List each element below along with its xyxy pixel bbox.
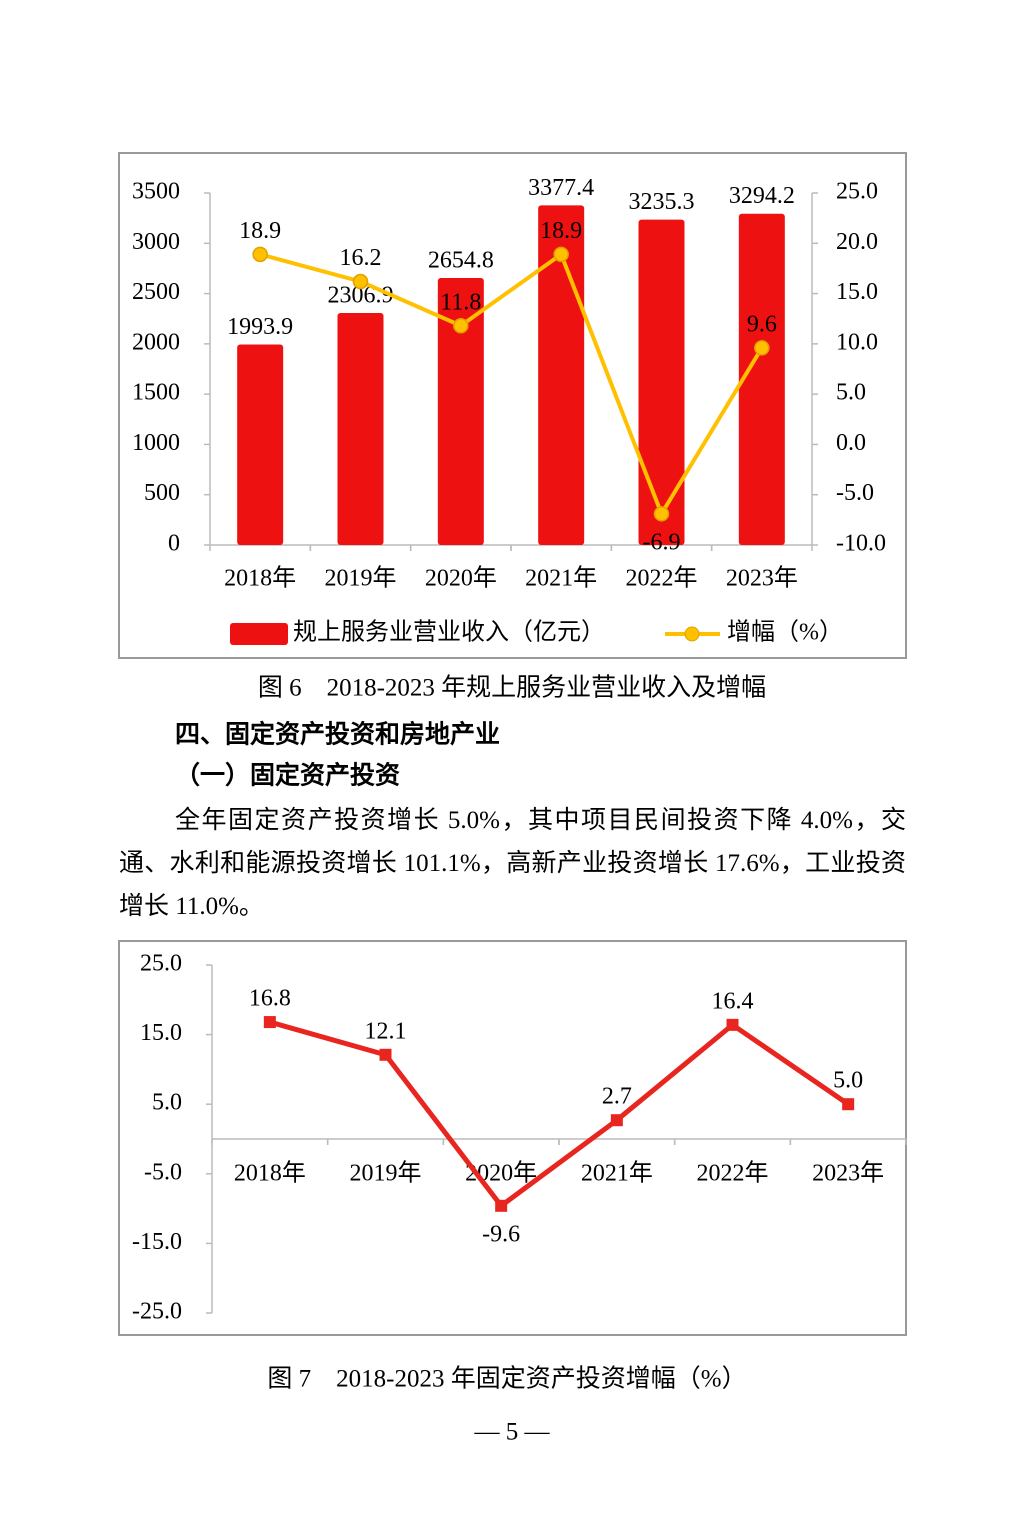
- data-label: 16.4: [712, 988, 754, 1014]
- point: [263, 1016, 276, 1029]
- y2-tick-label: 5.0: [836, 380, 866, 406]
- bar: [337, 312, 384, 545]
- chart-caption: 图 6 2018-2023 年规上服务业营业收入及增幅: [258, 674, 766, 702]
- y-tick-label: 0: [168, 531, 180, 557]
- bar: [237, 344, 284, 545]
- x-tick-label: 2018年: [224, 565, 296, 592]
- x-tick-label: 2021年: [581, 1160, 653, 1187]
- y-tick-label: 2500: [132, 279, 180, 305]
- y-tick-label: -25.0: [132, 1299, 182, 1325]
- x-tick-label: 2019年: [325, 565, 397, 592]
- point: [653, 506, 670, 522]
- data-label: 11.8: [440, 289, 481, 315]
- y-tick-label: 3000: [132, 229, 180, 255]
- chart-frame: [118, 152, 907, 659]
- bar: [738, 213, 785, 545]
- y-tick-label: 3500: [132, 179, 180, 205]
- data-label: -6.9: [643, 529, 681, 555]
- y2-tick-label: 20.0: [836, 229, 878, 255]
- point: [726, 1018, 739, 1031]
- chart-caption: 图 7 2018-2023 年固定资产投资增幅（%）: [267, 1365, 746, 1393]
- y-tick-label: 1500: [132, 380, 180, 406]
- x-tick-label: 2021年: [525, 565, 597, 592]
- data-label: 1993.9: [227, 314, 293, 340]
- point: [453, 318, 469, 334]
- line: [259, 251, 764, 519]
- point: [352, 273, 369, 290]
- section-heading: 四、固定资产投资和房地产业: [175, 720, 500, 749]
- point: [553, 246, 569, 263]
- data-label: 2654.8: [428, 248, 494, 274]
- y-tick-label: 5.0: [152, 1090, 182, 1116]
- x-tick-label: 2022年: [626, 565, 698, 592]
- paragraph: 全年固定资产投资增长 5.0%，其中项目民间投资下降 4.0%，交通、水利和能源…: [119, 807, 906, 920]
- data-label: 2.7: [602, 1084, 632, 1110]
- chart-frame: [118, 940, 907, 1336]
- data-label: 16.2: [340, 245, 382, 271]
- x-tick-label: 2023年: [812, 1160, 884, 1187]
- page-number: — 5 —: [474, 1419, 551, 1446]
- point: [379, 1048, 392, 1061]
- point: [610, 1114, 623, 1127]
- data-label: 3235.3: [629, 189, 695, 215]
- data-label: 18.9: [540, 218, 582, 244]
- y-tick-label: 25.0: [140, 951, 182, 977]
- data-label: 16.8: [249, 986, 291, 1012]
- legend-swatch: [230, 623, 288, 645]
- y2-tick-label: 0.0: [836, 430, 866, 456]
- data-label: 12.1: [365, 1018, 407, 1044]
- y2-tick-label: -5.0: [836, 480, 874, 506]
- y-tick-label: -15.0: [132, 1229, 182, 1255]
- y2-tick-label: 10.0: [836, 329, 878, 355]
- bar: [638, 219, 685, 545]
- y2-tick-label: -10.0: [836, 531, 886, 557]
- data-label: 5.0: [833, 1068, 863, 1094]
- bar: [437, 278, 484, 545]
- legend-label: 规上服务业营业收入（亿元）: [293, 619, 605, 646]
- data-label: 9.6: [747, 311, 777, 337]
- bar: [538, 205, 585, 545]
- data-label: 3377.4: [528, 175, 594, 201]
- line: [269, 1019, 850, 1210]
- data-label: 3294.2: [729, 183, 795, 209]
- y-tick-label: 1000: [132, 430, 180, 456]
- y2-tick-label: 25.0: [836, 179, 878, 205]
- y-tick-label: 500: [144, 480, 180, 506]
- y-tick-label: -5.0: [144, 1159, 182, 1185]
- point: [842, 1098, 855, 1111]
- legend-label: 增幅（%）: [727, 619, 843, 646]
- y-tick-label: 2000: [132, 329, 180, 355]
- data-label: 18.9: [239, 218, 281, 244]
- section-subheading: （一）固定资产投资: [175, 761, 400, 790]
- y2-tick-label: 15.0: [836, 279, 878, 305]
- x-tick-label: 2023年: [726, 565, 798, 592]
- x-tick-label: 2020年: [425, 565, 497, 592]
- legend-swatch: [684, 626, 700, 642]
- x-tick-label: 2018年: [234, 1160, 306, 1187]
- data-label: -9.6: [482, 1221, 520, 1247]
- point: [495, 1199, 508, 1212]
- x-tick-label: 2019年: [350, 1160, 422, 1187]
- x-tick-label: 2022年: [697, 1160, 769, 1187]
- point: [754, 340, 770, 356]
- y-tick-label: 15.0: [140, 1020, 182, 1046]
- point: [252, 246, 268, 263]
